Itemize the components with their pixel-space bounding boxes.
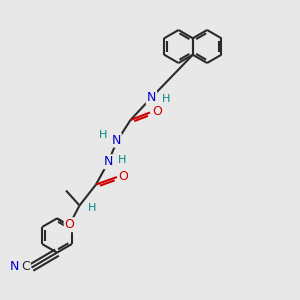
Text: N: N [147, 91, 156, 104]
Text: O: O [153, 105, 162, 118]
Text: O: O [65, 218, 74, 231]
Text: H: H [88, 203, 96, 213]
Text: N: N [104, 155, 113, 168]
Text: H: H [118, 154, 127, 165]
Text: O: O [119, 169, 128, 183]
Text: H: H [98, 130, 107, 140]
Text: N: N [10, 260, 19, 274]
Text: H: H [162, 94, 170, 104]
Text: N: N [111, 134, 121, 147]
Text: C: C [21, 260, 30, 273]
